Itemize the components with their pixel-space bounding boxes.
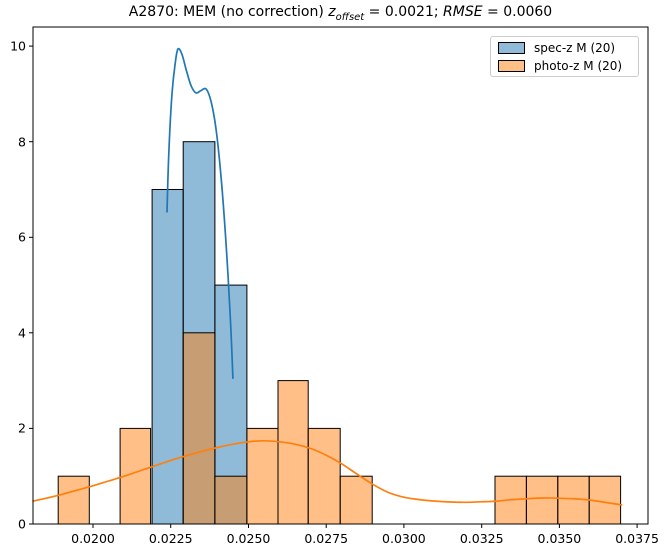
legend-label-photo-z: photo-z M (20) (534, 58, 623, 73)
photo-z-histogram-bar (57, 475, 90, 525)
spec-z-swatch-icon (498, 41, 525, 54)
photo-z-histogram-bar (182, 332, 216, 525)
title-z-variable: z (328, 4, 336, 20)
title-z-offset-value: = 0.0021; (364, 4, 444, 20)
chart-title: A2870: MEM (no correction) zoffset = 0.0… (33, 4, 648, 23)
photo-z-histogram-bar (277, 380, 309, 525)
legend-item-photo-z: photo-z M (20) (498, 58, 638, 73)
title-rmse-value: = 0.0060 (482, 4, 553, 20)
photo-z-histogram-bar (339, 475, 373, 525)
photo-z-swatch-icon (498, 59, 525, 72)
title-rmse-variable: RMSE (443, 4, 483, 20)
legend: spec-z M (20) photo-z M (20) (490, 36, 639, 77)
photo-z-kde-curve (32, 439, 623, 506)
photo-z-histogram-bar (246, 427, 279, 525)
photo-z-histogram-bar (119, 427, 152, 525)
axes-frame (32, 26, 649, 525)
photo-z-histogram-bar (525, 475, 559, 525)
spec-z-kde-curve (166, 47, 234, 380)
legend-label-spec-z: spec-z M (20) (534, 40, 616, 55)
photo-z-histogram-bar (214, 475, 248, 525)
legend-item-spec-z: spec-z M (20) (498, 40, 638, 55)
title-z-subscript: offset (335, 11, 365, 23)
title-prefix: A2870: MEM (no correction) (128, 4, 329, 20)
photo-z-histogram-bar (307, 427, 341, 525)
spec-z-histogram-bar (151, 189, 184, 525)
